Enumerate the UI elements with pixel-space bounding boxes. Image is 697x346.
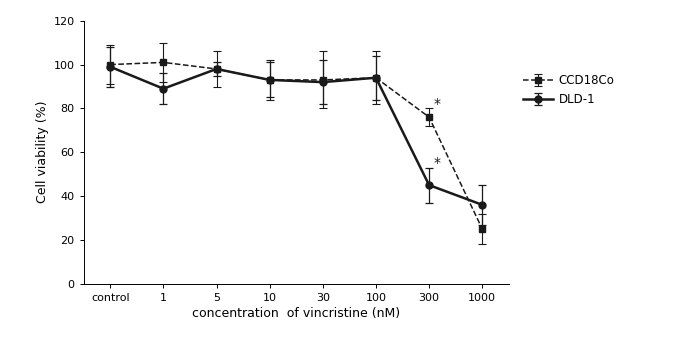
Y-axis label: Cell viability (%): Cell viability (%) [36,101,49,203]
Legend: CCD18Co, DLD-1: CCD18Co, DLD-1 [523,74,615,106]
Text: *: * [434,97,441,111]
X-axis label: concentration  of vincristine (nM): concentration of vincristine (nM) [192,307,400,320]
Text: *: * [434,156,441,170]
